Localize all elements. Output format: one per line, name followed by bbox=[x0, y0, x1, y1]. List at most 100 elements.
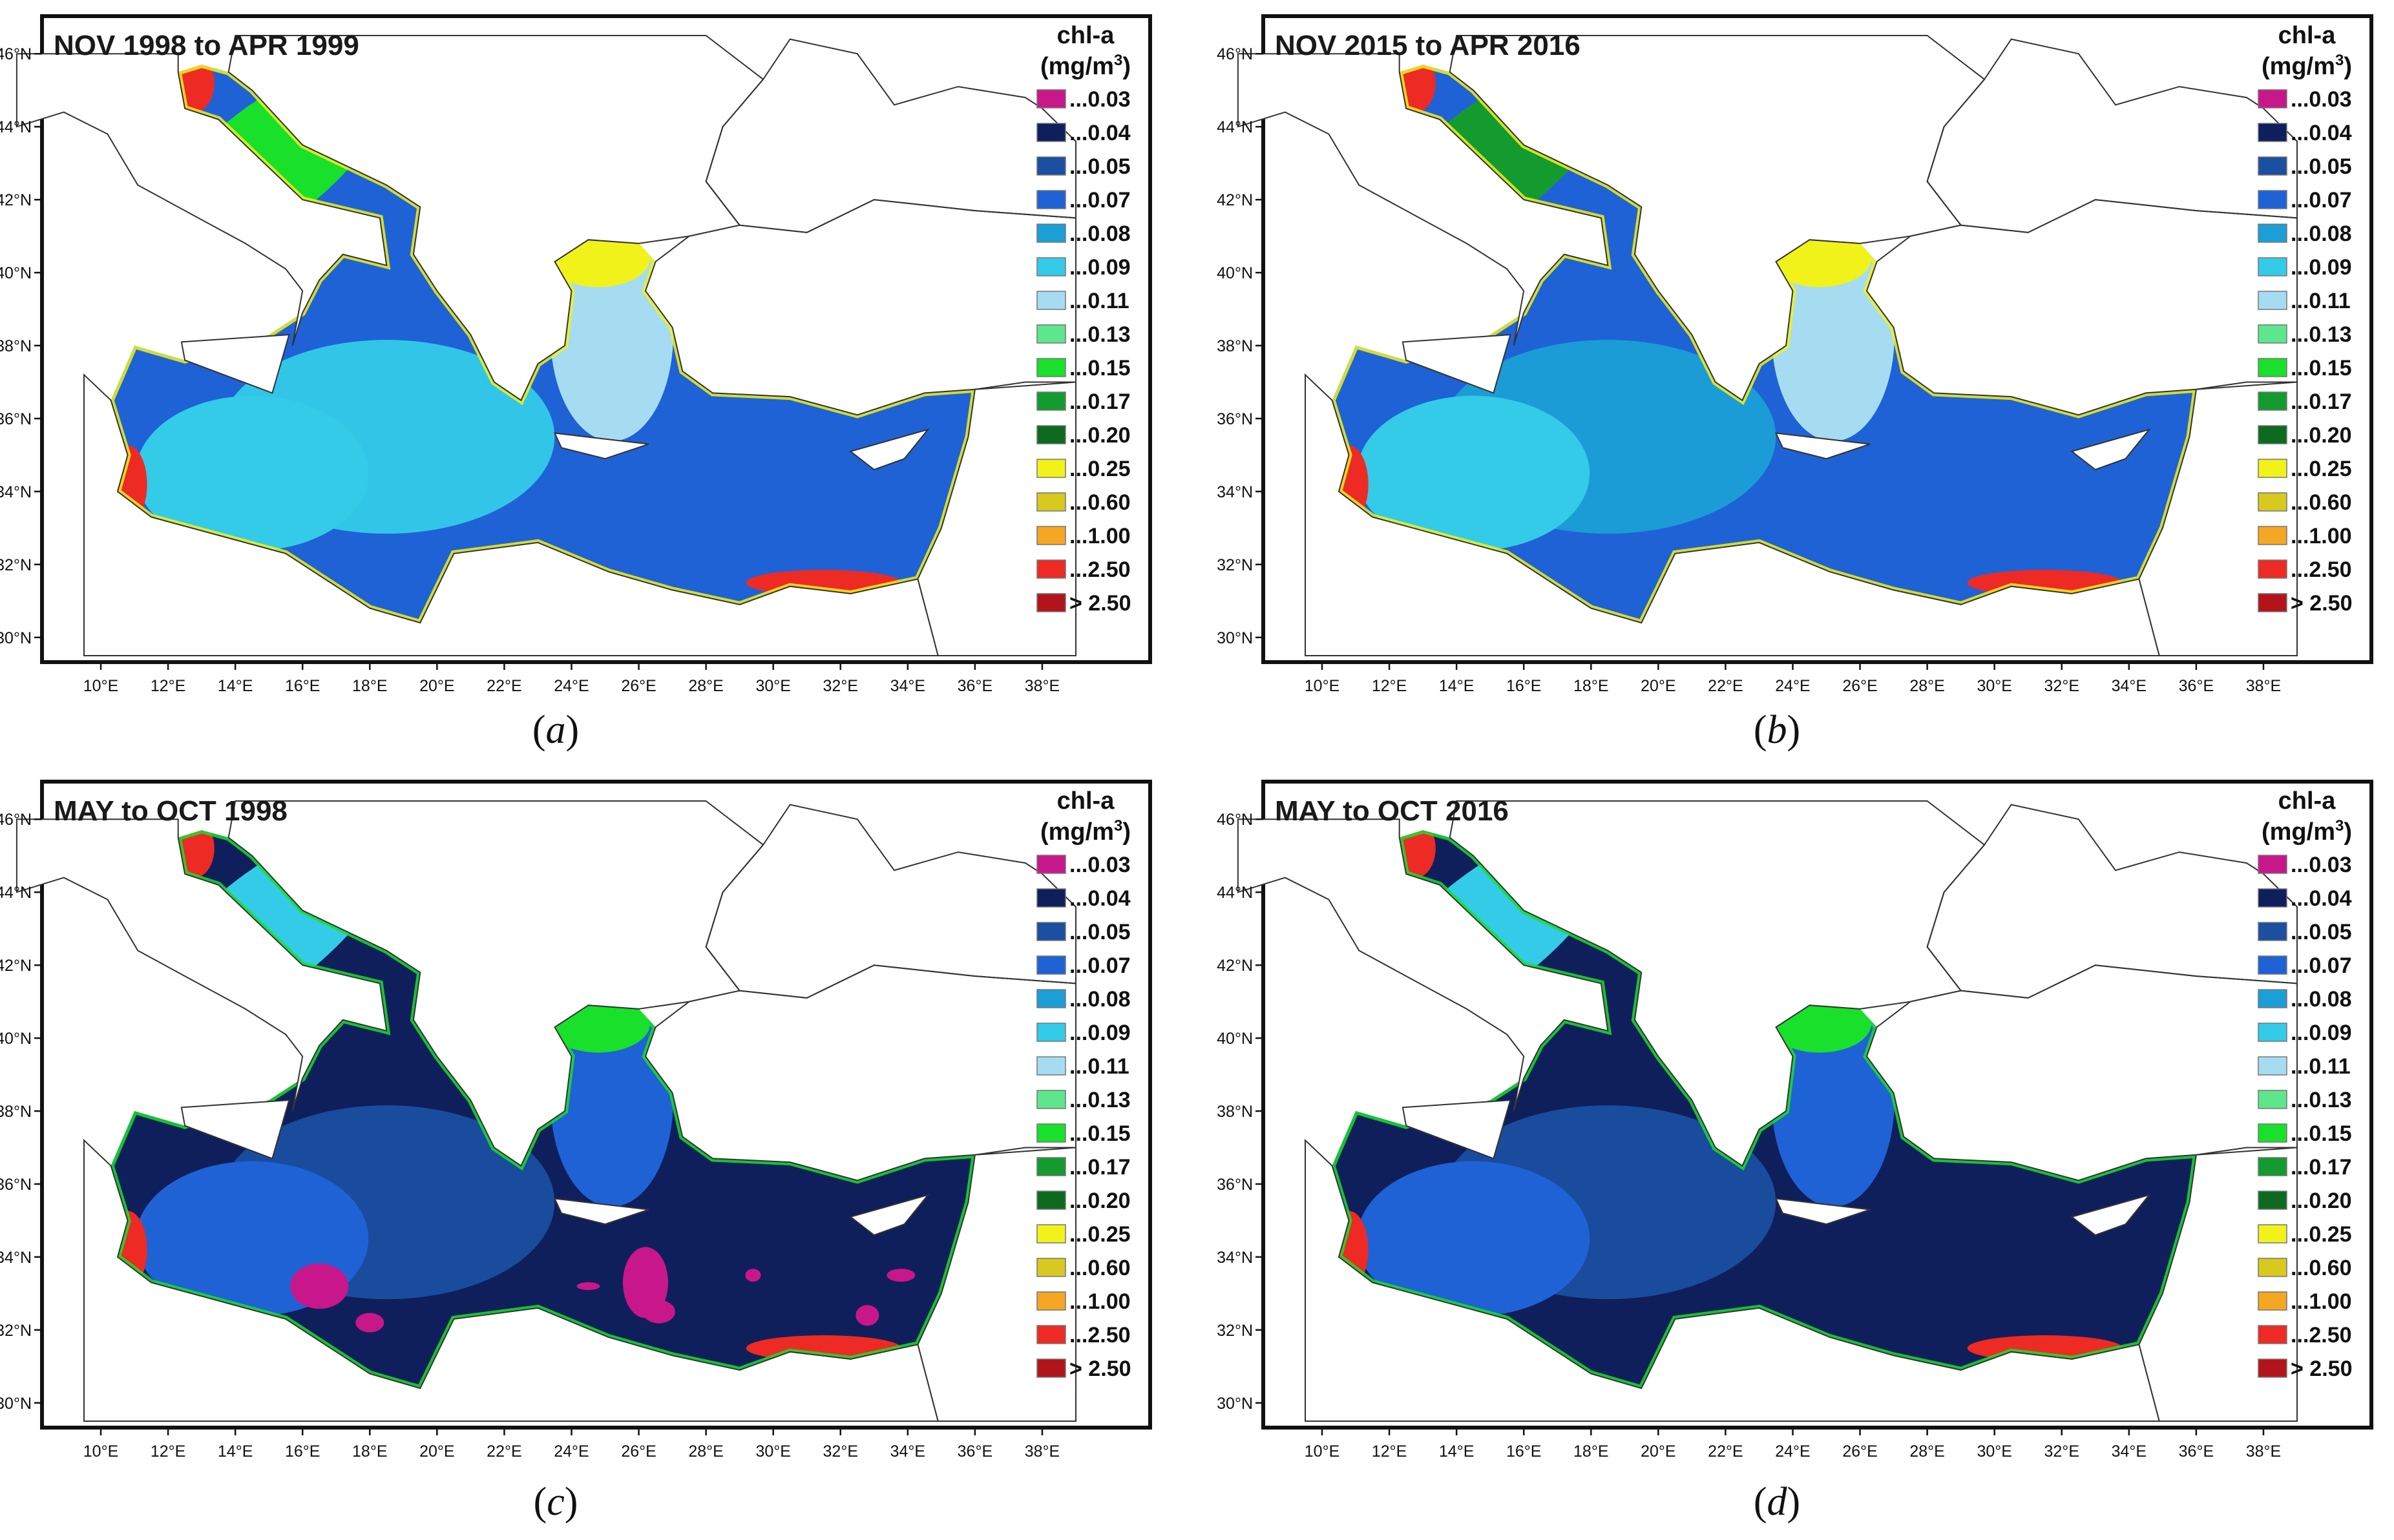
legend-label: ...0.15 bbox=[2291, 356, 2352, 380]
legend-label: ...0.20 bbox=[2291, 1189, 2352, 1213]
island bbox=[1774, 432, 1871, 460]
legend-label: ...0.11 bbox=[1069, 1054, 1129, 1079]
lat-label: 46°N bbox=[1217, 811, 1253, 829]
lon-label: 34°E bbox=[2112, 1442, 2147, 1461]
lat-label: 44°N bbox=[0, 118, 32, 136]
lon-label: 22°E bbox=[1708, 677, 1743, 695]
lat-label: 40°N bbox=[0, 1030, 32, 1048]
lon-label: 10°E bbox=[83, 677, 118, 695]
legend-label: ...0.05 bbox=[1069, 154, 1131, 179]
legend-swatch bbox=[1036, 1358, 1066, 1378]
legend-label: ...0.04 bbox=[1069, 121, 1131, 145]
legend-label: ...0.20 bbox=[1069, 1189, 1131, 1213]
legend-label: ...0.09 bbox=[2291, 1021, 2352, 1045]
legend-swatch bbox=[2258, 1358, 2287, 1378]
lat-label: 44°N bbox=[0, 884, 32, 902]
legend-label: ...0.04 bbox=[2291, 121, 2352, 145]
legend-swatch bbox=[1036, 291, 1066, 310]
legend-label: ...0.25 bbox=[1069, 457, 1131, 481]
land-mass bbox=[1865, 964, 2298, 1181]
legend-label: ...0.08 bbox=[2291, 987, 2352, 1012]
legend-swatch bbox=[1036, 123, 1066, 142]
lon-label: 24°E bbox=[554, 677, 589, 695]
legend-label: ...0.07 bbox=[1069, 188, 1131, 213]
legend-swatch bbox=[2258, 492, 2287, 512]
legend-swatch bbox=[1036, 358, 1066, 377]
lon-label: 20°E bbox=[1641, 1442, 1675, 1461]
legend-label: ...0.11 bbox=[2291, 1054, 2351, 1079]
legend-unit: (mg/m3) bbox=[1040, 52, 1131, 80]
legend-swatch bbox=[2258, 922, 2287, 941]
lat-label: 30°N bbox=[0, 1395, 32, 1413]
oligotrophic-hotspot bbox=[290, 1264, 349, 1309]
legend-swatch bbox=[1036, 324, 1066, 344]
lon-label: 34°E bbox=[2112, 677, 2147, 695]
legend-label: ...0.13 bbox=[2291, 322, 2352, 347]
legend-swatch bbox=[2258, 224, 2287, 243]
land bbox=[1237, 35, 2298, 656]
oligotrophic-hotspot bbox=[576, 1282, 600, 1291]
legend-swatch bbox=[1036, 1291, 1066, 1311]
legend-swatch bbox=[1036, 1023, 1066, 1042]
legend-label: ...1.00 bbox=[1069, 524, 1131, 548]
legend-swatch bbox=[2258, 855, 2287, 874]
lon-label: 20°E bbox=[1641, 677, 1675, 695]
island bbox=[553, 1198, 649, 1225]
legend-swatch bbox=[2258, 1325, 2287, 1344]
legend-swatch bbox=[2258, 1056, 2287, 1076]
legend-swatch bbox=[1036, 559, 1066, 579]
lon-label: 22°E bbox=[487, 677, 521, 695]
legend-label: ...0.17 bbox=[1069, 390, 1131, 414]
lon-label: 16°E bbox=[1506, 677, 1541, 695]
land-mass bbox=[644, 964, 1076, 1181]
lon-label: 36°E bbox=[2179, 1442, 2214, 1461]
legend-swatch bbox=[2258, 391, 2287, 411]
legend-label: ...0.25 bbox=[2291, 457, 2352, 481]
lon-label: 36°E bbox=[2179, 677, 2214, 695]
legend-swatch bbox=[1036, 1090, 1066, 1109]
legend-swatch bbox=[2258, 1123, 2287, 1143]
legend-swatch bbox=[2258, 1090, 2287, 1109]
legend-swatch bbox=[2258, 291, 2287, 310]
legend-label: ...0.17 bbox=[1069, 1155, 1131, 1180]
lat-label: 36°N bbox=[0, 410, 32, 428]
land-mass bbox=[1305, 373, 2160, 656]
black-sea-outline bbox=[705, 804, 1076, 999]
lat-label: 38°N bbox=[0, 1103, 32, 1121]
island bbox=[1402, 1099, 1511, 1160]
island bbox=[2070, 428, 2151, 471]
legend-title: chl-a bbox=[2278, 22, 2336, 49]
lon-label: 32°E bbox=[823, 1442, 858, 1461]
island bbox=[1402, 334, 1511, 394]
land-mass bbox=[16, 818, 388, 1112]
lon-label: 24°E bbox=[554, 1442, 589, 1461]
legend-label: ...0.03 bbox=[2291, 87, 2352, 112]
legend-swatch bbox=[1036, 1056, 1066, 1076]
lon-label: 34°E bbox=[890, 677, 925, 695]
lon-label: 14°E bbox=[218, 677, 253, 695]
legend-swatch bbox=[1036, 855, 1066, 874]
legend-title: chl-a bbox=[2278, 787, 2336, 815]
legend-swatch bbox=[1036, 1325, 1066, 1344]
land-mass bbox=[1237, 818, 1609, 1112]
island bbox=[2070, 1194, 2151, 1236]
lat-label: 34°N bbox=[0, 483, 32, 501]
map-b: NOV 2015 to APR 2016 46°N 44°N 42°N 40°N 38°N… bbox=[1217, 14, 2373, 695]
lon-label: 30°E bbox=[1977, 677, 2011, 695]
legend-label: ...0.04 bbox=[1069, 886, 1131, 911]
legend-unit: (mg/m3) bbox=[2262, 817, 2352, 846]
lat-label: 44°N bbox=[1217, 118, 1253, 136]
lon-label: 32°E bbox=[2044, 1442, 2079, 1461]
legend-swatch bbox=[2258, 1023, 2287, 1042]
legend-label: ...0.17 bbox=[2291, 390, 2352, 414]
legend-title: chl-a bbox=[1057, 787, 1115, 815]
legend-unit: (mg/m3) bbox=[2262, 52, 2352, 80]
lon-label: 12°E bbox=[151, 677, 185, 695]
sicily-channel-chl bbox=[1357, 395, 1590, 551]
legend-label: ...2.50 bbox=[2291, 1323, 2352, 1348]
legend-swatch bbox=[1036, 257, 1066, 276]
legend-label: ...0.03 bbox=[2291, 853, 2352, 877]
lon-label: 12°E bbox=[151, 1442, 185, 1461]
lon-label: 28°E bbox=[1909, 1442, 1944, 1461]
lon-label: 36°E bbox=[958, 1442, 992, 1461]
